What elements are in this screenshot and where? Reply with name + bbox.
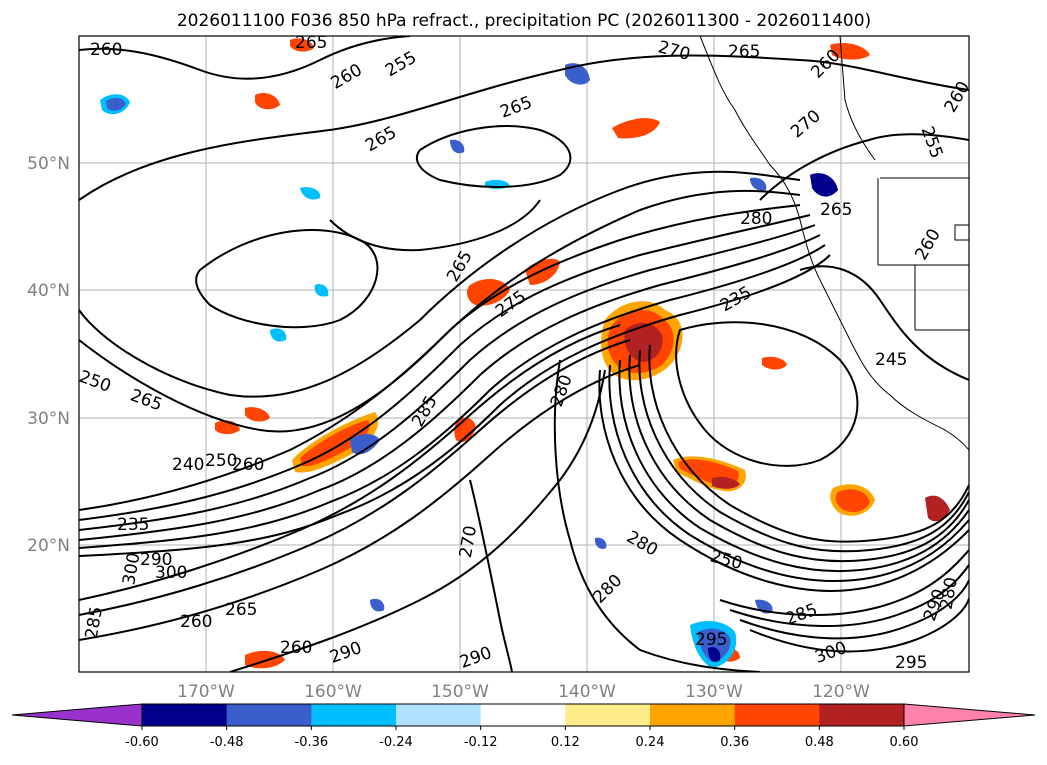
colorbar-swatch — [819, 704, 905, 726]
precip-negative-patches — [100, 63, 838, 668]
precip-patch — [450, 139, 465, 154]
lat-label: 40°N — [27, 281, 70, 301]
colorbar-extend-min — [11, 703, 143, 727]
precip-patch — [835, 489, 870, 513]
precip-patch — [245, 407, 270, 422]
latitude-labels: 50°N 40°N 30°N 20°N — [27, 154, 70, 556]
precip-patch — [300, 420, 370, 467]
precip-patch — [290, 38, 314, 52]
chart-title: 2026011100 F036 850 hPa refract., precip… — [177, 11, 871, 31]
lon-label: 120°W — [812, 682, 870, 702]
colorbar-label: 0.60 — [890, 735, 919, 750]
contour-label: 260 — [90, 40, 122, 60]
colorbar-label: 0.12 — [551, 735, 580, 750]
precip-patch — [314, 284, 329, 297]
precip-patch — [467, 278, 510, 306]
precip-patch — [624, 322, 663, 362]
precip-patch — [106, 97, 126, 111]
precip-patch — [565, 63, 590, 85]
colorbar-label: -0.60 — [125, 735, 159, 750]
lon-label: 130°W — [685, 682, 743, 702]
precip-patch — [830, 43, 870, 60]
contour-label: 265 — [295, 33, 327, 53]
colorbar-label: -0.12 — [464, 735, 498, 750]
colorbar-swatch — [311, 704, 397, 726]
contour-label: 245 — [875, 350, 907, 370]
lon-label: 140°W — [558, 682, 616, 702]
lon-label: 170°W — [177, 682, 235, 702]
colorbar-label: -0.24 — [379, 735, 413, 750]
contour-label: 260 — [280, 638, 312, 658]
contour-label: 295 — [695, 630, 727, 650]
precip-patch — [370, 598, 385, 612]
precip-patch — [612, 118, 660, 139]
lon-label: 150°W — [431, 682, 489, 702]
map-frame — [78, 35, 970, 673]
colorbar-label: -0.36 — [295, 735, 329, 750]
contour-label: 280 — [740, 209, 772, 229]
colorbar-label: 0.48 — [805, 735, 834, 750]
lon-label: 160°W — [304, 682, 362, 702]
precip-positive-patches — [215, 38, 950, 669]
precip-patch — [925, 495, 950, 522]
contour-label: 260 — [180, 612, 212, 632]
lat-label: 50°N — [27, 154, 70, 174]
contour-label: 295 — [895, 653, 927, 673]
lat-label: 30°N — [27, 409, 70, 429]
contour-label: 290 — [140, 550, 172, 570]
precip-patch — [712, 476, 740, 489]
contour-label: 300 — [155, 563, 187, 583]
coastline — [699, 36, 969, 451]
precip-patch — [762, 356, 787, 370]
colorbar-swatch — [565, 704, 651, 726]
colorbar-swatch — [226, 704, 312, 726]
contour-label: 240 — [172, 455, 204, 475]
colorbar-swatch — [480, 704, 566, 726]
contour-label: 235 — [117, 515, 149, 535]
colorbar-extend-max — [903, 703, 1036, 727]
contour-label: 250 — [205, 451, 237, 471]
colorbar-swatch — [650, 704, 736, 726]
colorbar-frame — [141, 703, 905, 727]
precip-patch — [810, 173, 838, 197]
precip-patch — [750, 177, 767, 191]
colorbar-swatch — [734, 704, 820, 726]
lat-label: 20°N — [27, 536, 70, 556]
precip-patch — [350, 434, 380, 455]
contour-label: 260 — [232, 455, 264, 475]
precip-patch — [698, 628, 731, 662]
colorbar: -0.60 -0.48 -0.36 -0.24 -0.12 0.12 0.24 0.36 0.4… — [11, 703, 1036, 750]
longitude-labels: 170°W 160°W 150°W 140°W 130°W 120°W — [177, 682, 870, 702]
colorbar-label: 0.24 — [636, 735, 665, 750]
contour-label: 265 — [225, 600, 257, 620]
precip-patch — [594, 537, 607, 549]
refractivity-contours — [79, 36, 969, 672]
precip-patch — [300, 187, 321, 200]
colorbar-swatch — [142, 704, 228, 726]
precip-patch — [255, 93, 280, 110]
colorbar-label: 0.36 — [720, 735, 749, 750]
precip-patch — [708, 647, 721, 662]
contour-label: 265 — [728, 42, 760, 62]
colorbar-label: -0.48 — [210, 735, 244, 750]
colorbar-swatch — [396, 704, 482, 726]
contour-label: 265 — [820, 200, 852, 220]
map-panel: 260 265 260 255 265 265 270 265 260 260 … — [76, 33, 974, 673]
precip-patch — [270, 328, 287, 342]
